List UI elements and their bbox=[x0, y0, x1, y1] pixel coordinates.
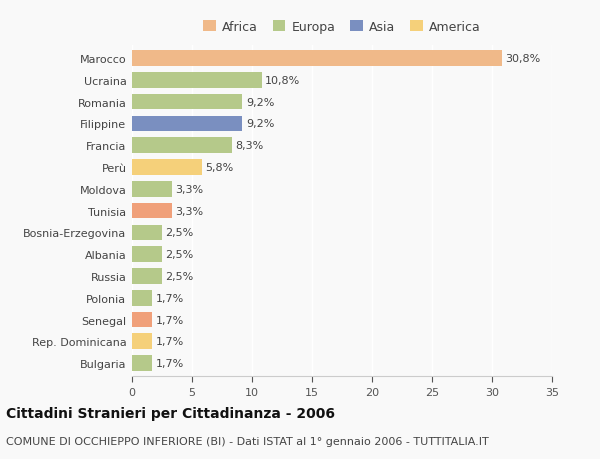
Text: 3,3%: 3,3% bbox=[175, 206, 203, 216]
Legend: Africa, Europa, Asia, America: Africa, Europa, Asia, America bbox=[200, 18, 484, 36]
Bar bbox=[132, 269, 162, 284]
Bar bbox=[132, 160, 202, 175]
Text: 3,3%: 3,3% bbox=[175, 185, 203, 195]
Text: 2,5%: 2,5% bbox=[166, 228, 194, 238]
Bar bbox=[132, 312, 152, 328]
Bar bbox=[132, 356, 152, 371]
Bar bbox=[132, 138, 232, 154]
Text: 1,7%: 1,7% bbox=[156, 293, 184, 303]
Bar bbox=[132, 290, 152, 306]
Text: 9,2%: 9,2% bbox=[246, 97, 274, 107]
Bar bbox=[132, 203, 172, 219]
Text: 9,2%: 9,2% bbox=[246, 119, 274, 129]
Text: 30,8%: 30,8% bbox=[505, 54, 541, 64]
Bar bbox=[132, 51, 502, 67]
Text: 1,7%: 1,7% bbox=[156, 336, 184, 347]
Text: 1,7%: 1,7% bbox=[156, 315, 184, 325]
Bar bbox=[132, 182, 172, 197]
Bar bbox=[132, 334, 152, 349]
Bar bbox=[132, 225, 162, 241]
Text: 5,8%: 5,8% bbox=[205, 162, 233, 173]
Bar bbox=[132, 73, 262, 89]
Bar bbox=[132, 95, 242, 110]
Text: 2,5%: 2,5% bbox=[166, 271, 194, 281]
Text: COMUNE DI OCCHIEPPO INFERIORE (BI) - Dati ISTAT al 1° gennaio 2006 - TUTTITALIA.: COMUNE DI OCCHIEPPO INFERIORE (BI) - Dat… bbox=[6, 436, 489, 446]
Text: 8,3%: 8,3% bbox=[235, 141, 263, 151]
Text: Cittadini Stranieri per Cittadinanza - 2006: Cittadini Stranieri per Cittadinanza - 2… bbox=[6, 406, 335, 420]
Bar bbox=[132, 247, 162, 263]
Text: 10,8%: 10,8% bbox=[265, 76, 301, 86]
Text: 1,7%: 1,7% bbox=[156, 358, 184, 368]
Text: 2,5%: 2,5% bbox=[166, 250, 194, 260]
Bar bbox=[132, 116, 242, 132]
